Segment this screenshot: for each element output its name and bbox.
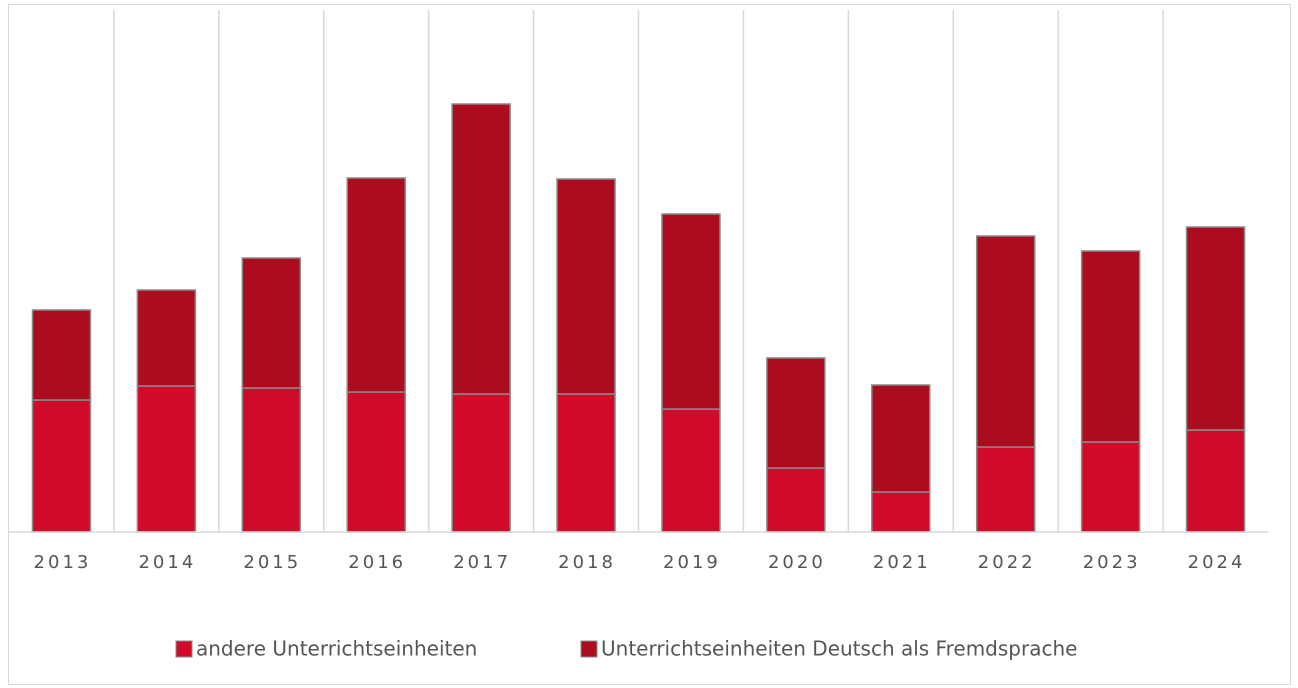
bar-segment (31, 309, 92, 401)
bar-segment (451, 103, 511, 395)
x-tick-label: 2017 (453, 552, 511, 573)
bar-segment (871, 491, 931, 533)
bar-segment (136, 385, 197, 533)
x-tick-label: 2018 (558, 552, 616, 573)
x-tick-label: 2021 (873, 552, 931, 573)
x-tick-label: 2015 (243, 552, 301, 573)
x-tick-label: 2022 (978, 552, 1036, 573)
legend-label: Unterrichtseinheiten Deutsch als Fremdsp… (601, 637, 1077, 661)
x-tick-label: 2016 (348, 552, 406, 573)
x-tick-label: 2023 (1083, 552, 1141, 573)
bar-segment (975, 446, 1036, 533)
bar-segment (871, 384, 931, 493)
bar-segment (241, 387, 302, 533)
chart-frame (8, 4, 1291, 685)
legend-label: andere Unterrichtseinheiten (196, 637, 477, 661)
bar-segment (31, 399, 92, 533)
bar-segment (1185, 429, 1246, 533)
bar-segment (1080, 441, 1141, 533)
x-tick-label: 2014 (138, 552, 196, 573)
bar-segment (661, 408, 721, 533)
legend-swatch (175, 640, 193, 658)
bar-segment (241, 257, 302, 389)
bar-segment (661, 213, 721, 410)
bar-segment (346, 177, 406, 393)
bar-segment (766, 467, 826, 533)
x-tick-label: 2020 (768, 552, 826, 573)
x-tick-label: 2013 (34, 552, 92, 573)
bar-segment (975, 235, 1036, 448)
bar-segment (1185, 226, 1246, 431)
bar-segment (556, 393, 616, 533)
x-tick-label: 2019 (663, 552, 721, 573)
x-tick-label: 2024 (1188, 552, 1246, 573)
bar-segment (556, 178, 616, 395)
legend-swatch (580, 640, 598, 658)
bar-segment (136, 289, 197, 387)
bar-segment (346, 391, 406, 533)
bar-segment (766, 357, 826, 469)
bar-segment (1080, 250, 1141, 443)
bar-segment (451, 393, 511, 533)
